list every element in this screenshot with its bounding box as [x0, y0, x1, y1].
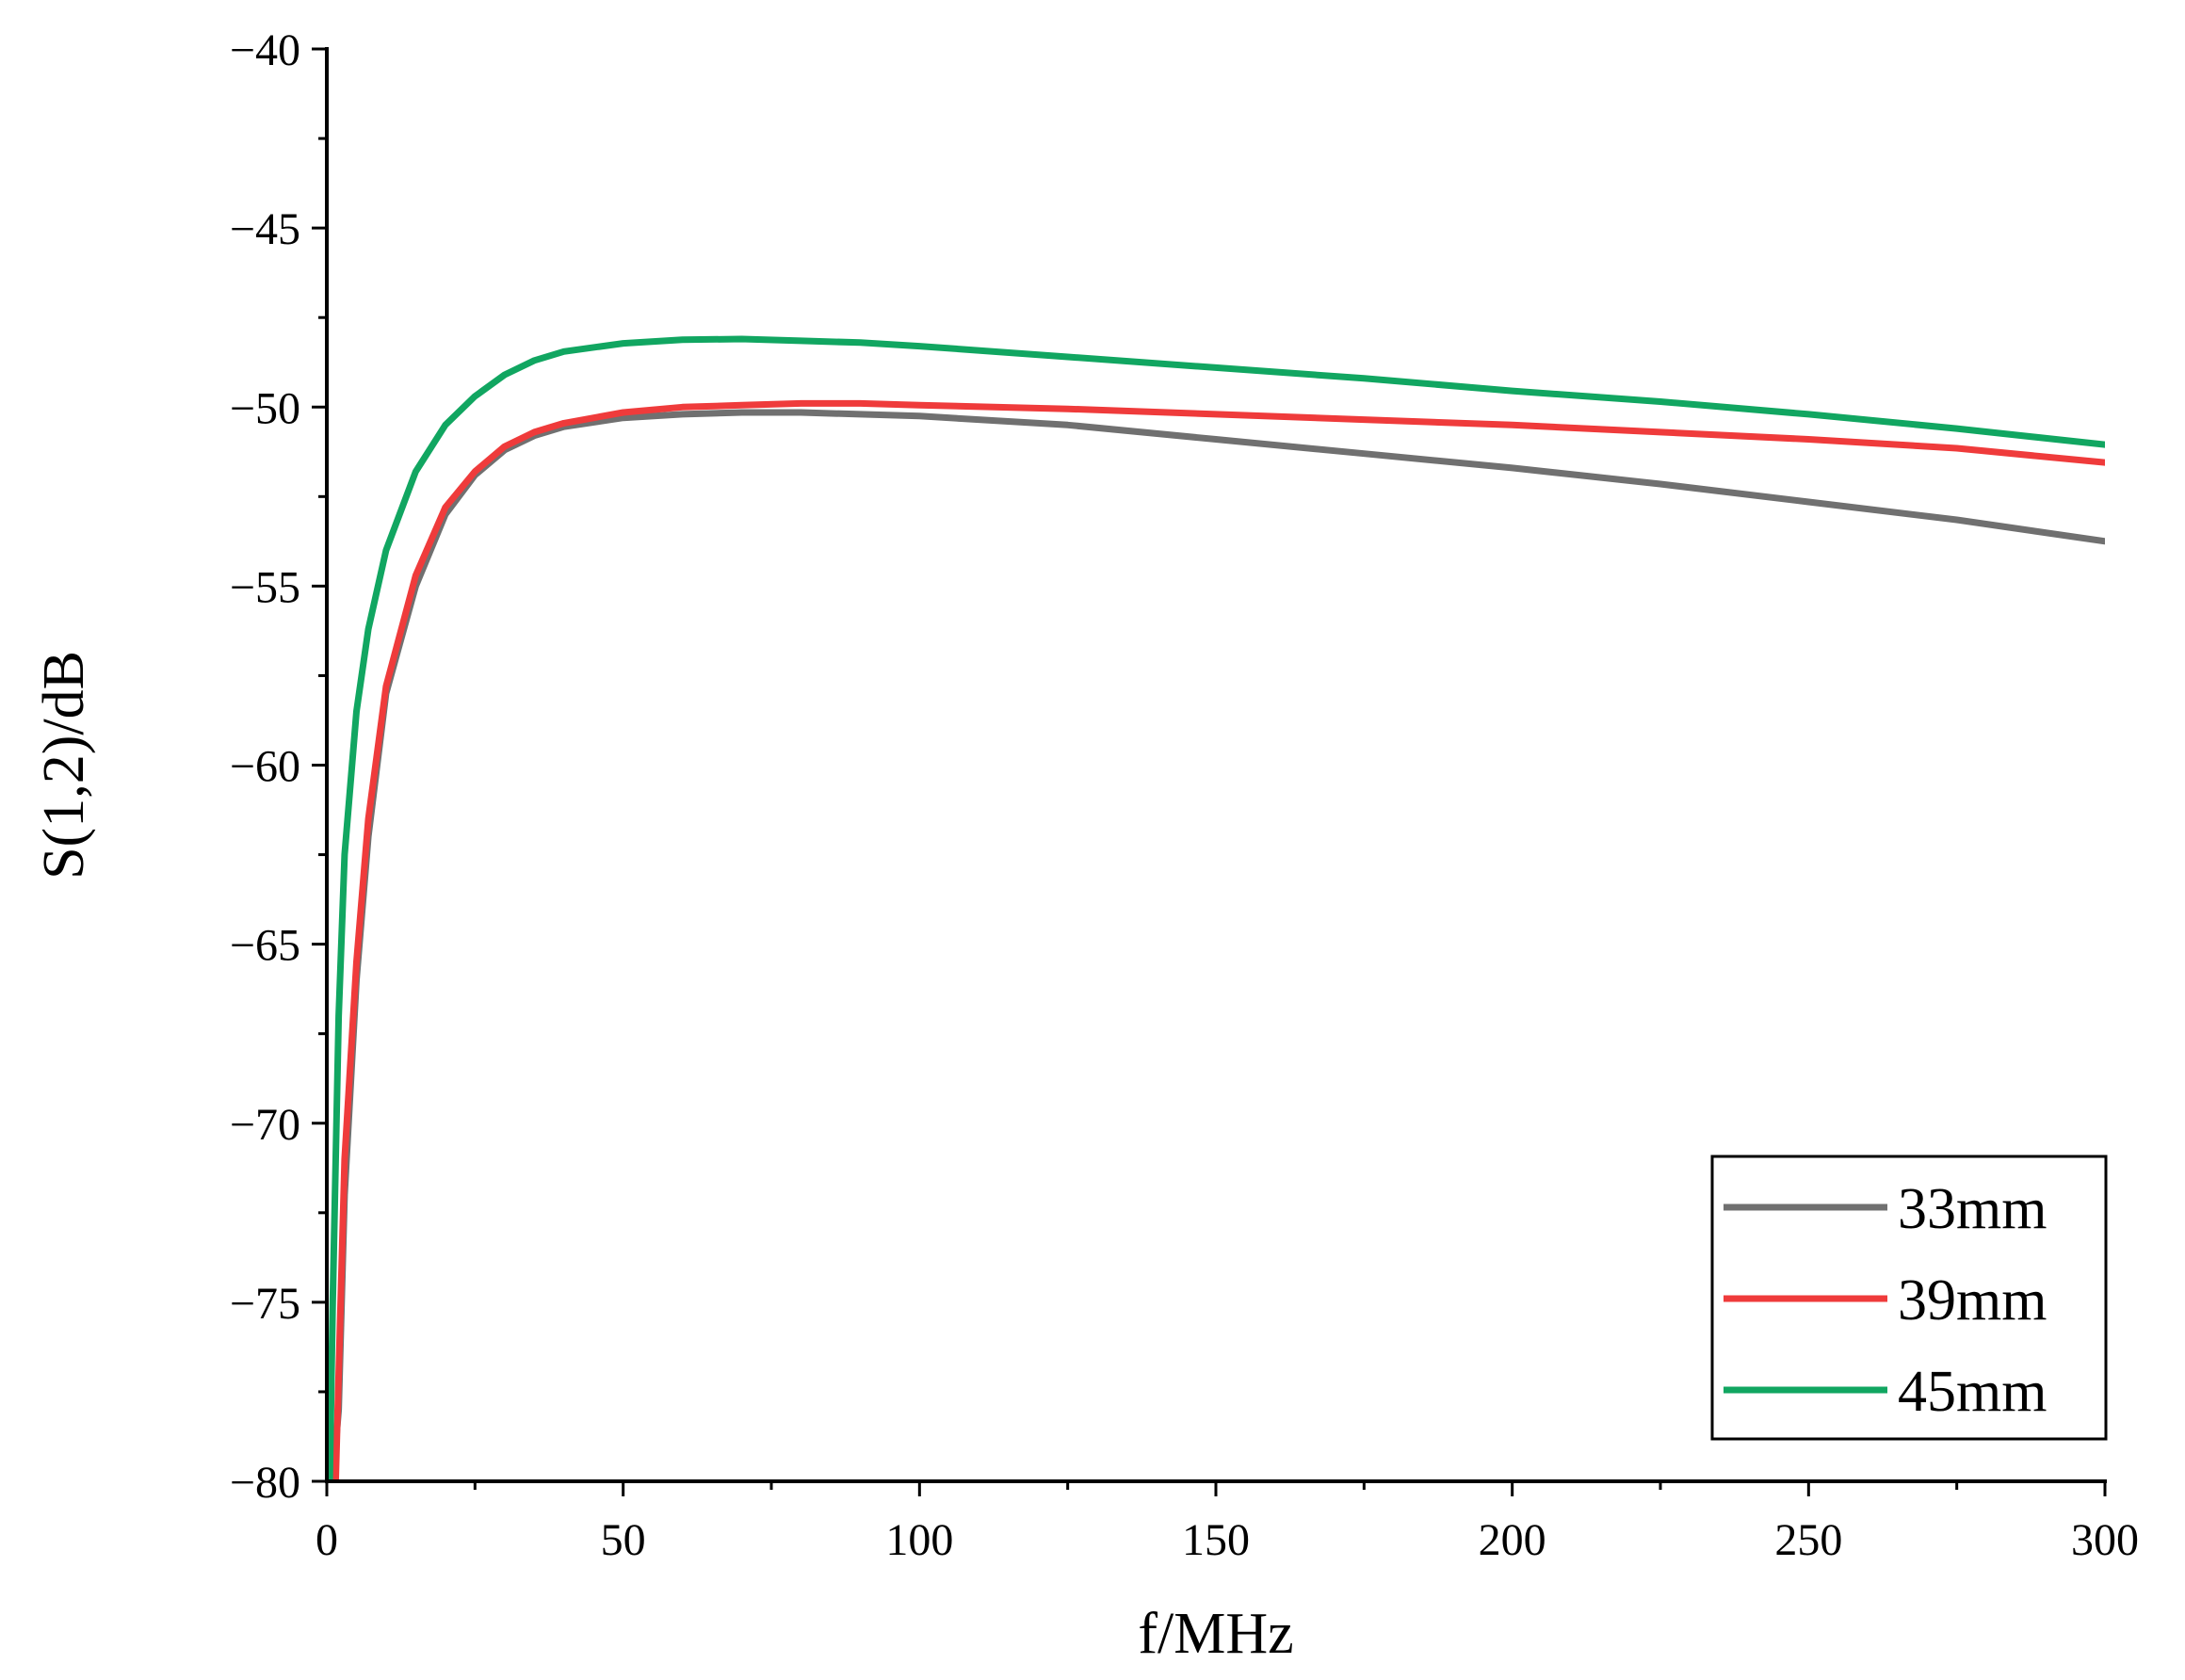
legend-entries: 33mm 39mm 45mm: [1724, 1177, 2047, 1424]
x-tick-label: 150: [1182, 1515, 1250, 1565]
axes: 0 50 100 150 200 250 300 −80 −75 −70 −65 −60 −55 −50 −…: [230, 25, 2139, 1565]
x-tick-label: 250: [1774, 1515, 1842, 1565]
y-tick-label: −80: [230, 1458, 300, 1508]
x-tick-label: 100: [885, 1515, 953, 1565]
x-tick-label: 0: [316, 1515, 338, 1565]
x-axis-title: f/MHz: [1138, 1602, 1293, 1666]
y-tick-label: −50: [230, 383, 300, 433]
y-tick-label: −65: [230, 921, 300, 971]
plot-lines: [327, 335, 2105, 1481]
y-tick-label: −75: [230, 1279, 300, 1329]
y-axis-title: S(1,2)/dB: [32, 651, 96, 880]
y-tick-label: −55: [230, 562, 300, 612]
x-tick-label: 300: [2071, 1515, 2139, 1565]
x-tick-label: 50: [601, 1515, 646, 1565]
legend-label-39mm: 39mm: [1898, 1268, 2047, 1333]
series-line-45mm: [327, 335, 2105, 1481]
y-tick-label: −40: [230, 25, 300, 75]
y-tick-label: −70: [230, 1100, 300, 1150]
x-tick-label: 200: [1479, 1515, 1546, 1565]
series-line-39mm: [332, 399, 2105, 1481]
legend-label-33mm: 33mm: [1898, 1177, 2047, 1241]
legend-label-45mm: 45mm: [1898, 1360, 2047, 1424]
y-tick-label: −60: [230, 742, 300, 792]
y-tick-label: −45: [230, 204, 300, 254]
